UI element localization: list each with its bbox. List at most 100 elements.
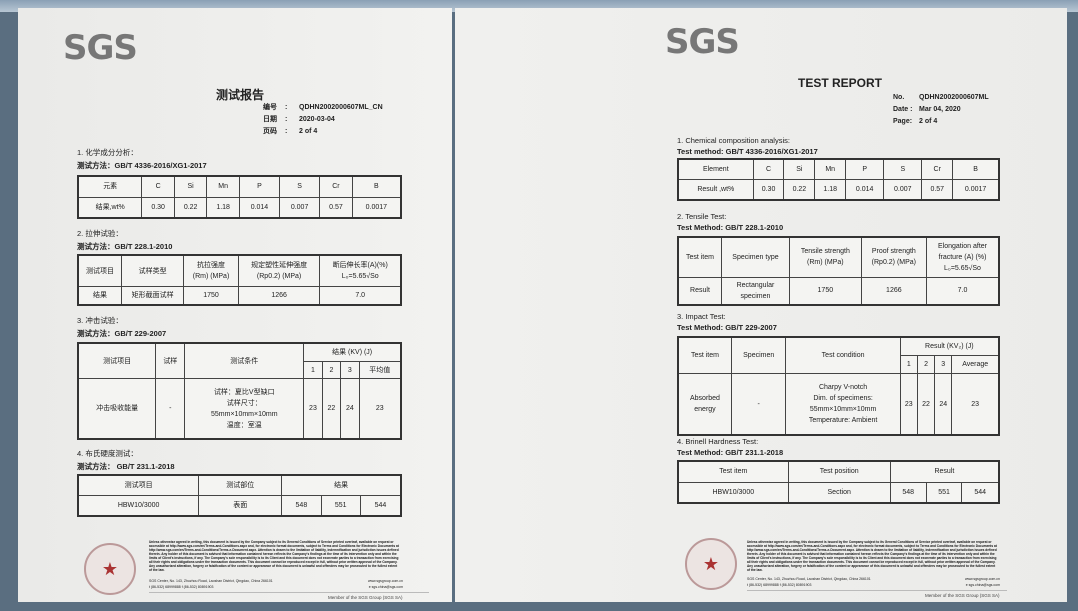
table-cell: 3 (934, 355, 953, 375)
table-row: Test item Specimen type Tensile strength (… (677, 236, 1000, 278)
table-cell: HBW10/3000 (77, 495, 200, 517)
table-cell: 矩形截面试样 (121, 286, 185, 306)
header-cell: Tensile strength (Rm) (MPa) (788, 236, 862, 278)
header-cell: Result (889, 460, 1000, 483)
table-cell: 0.30 (141, 196, 175, 219)
meta-value: 2 of 4 (299, 128, 318, 135)
table-cell: Absorbed energy (677, 373, 732, 436)
chinese-report-page: SGS 测试报告 编号: QDHN2002000607ML_CN 日期:2020-… (18, 8, 452, 602)
header-cell: Test item (677, 336, 732, 375)
meta-value: QDHN2002000607ML (919, 94, 989, 101)
meta-label: 日期 (263, 116, 277, 123)
table-cell: 0.30 (752, 179, 785, 201)
header-cell: 元素 (77, 175, 143, 198)
meta-value: 2 of 4 (919, 118, 938, 125)
address-line: SGS Center, No. 143, Zhuzhou Road, Laosh… (747, 577, 871, 581)
hardness-table: Test item Test position Result HBW10/3000 Se… (677, 460, 1000, 504)
table-cell: 3 (340, 360, 360, 380)
header-cell: S (279, 175, 321, 198)
table-cell: - (155, 378, 186, 440)
header-cell: Element (677, 158, 754, 180)
table-cell: 23 (951, 373, 1000, 436)
impact-table: Test item Specimen Test condition Result (K… (677, 336, 1000, 436)
member-line: Member of the SGS Group (SGS SA) (925, 593, 1000, 598)
table-row: Test item Test position Result (677, 460, 1000, 483)
test-method: 测试方法：GB/T 4336-2016/XG1-2017 (77, 161, 207, 170)
table-row: 冲击吸收能量 - 试样：夏比V型缺口 试样尺寸： 55mm×10mm×10mm 温度… (77, 378, 402, 440)
table-row: 结果,wt% 0.30 0.22 1.18 0.014 0.007 0.57 0.0017 (77, 196, 402, 219)
table-cell: 22 (321, 378, 342, 440)
phone-line: t (86-532) 68999888 f (86-532) 80891903 (149, 585, 214, 589)
divider (747, 590, 1007, 591)
header-cell: C (141, 175, 175, 198)
web-line: www.sgsgroup.com.cn (964, 577, 1000, 581)
header-cell: P (238, 175, 281, 198)
disclaimer: Unless otherwise agreed in writing, this… (747, 540, 997, 572)
table-cell: Charpy V-notch Dim. of specimens: 55mm×1… (785, 373, 901, 436)
header-cell: Test item (677, 236, 722, 278)
table-cell: HBW10/3000 (677, 481, 789, 504)
web-line: www.sgsgroup.com.cn (367, 579, 403, 583)
contact: www.sgsgroup.com.cn e sgs.china@sgs.com (950, 576, 1000, 588)
header-cell: C (752, 158, 785, 180)
sgs-stamp: ★ (685, 538, 737, 590)
header-cell: B (351, 175, 402, 198)
table-cell: 7.0 (319, 286, 402, 306)
table-cell: 23 (303, 378, 323, 440)
header-cell: Test item (677, 460, 789, 483)
header-cell: 结果 (KV) (J) (303, 342, 402, 362)
header-cell: 测试部位 (198, 474, 283, 496)
header-cell: Test position (787, 460, 891, 483)
tensile-table: 测试项目 试样类型 抗拉强度 (Rm) (MPa) 规定塑性延伸强度 (Rp0.2) … (77, 254, 402, 306)
address: SGS Center, No. 143, Zhuzhou Road, Laosh… (747, 576, 871, 588)
table-cell: 1.18 (814, 179, 847, 201)
email-line: e sgs.china@sgs.com (368, 585, 403, 589)
table-cell: 0.0017 (952, 179, 1000, 201)
disclaimer: Unless otherwise agreed in writing, this… (149, 540, 399, 572)
table-cell: 548 (281, 495, 322, 517)
header-cell: 测试项目 (77, 254, 123, 288)
table-cell: 0.57 (319, 196, 353, 219)
table-cell: Rectangular specimen (720, 276, 790, 306)
table-cell: 0.22 (783, 179, 816, 201)
tensile-table: Test item Specimen type Tensile strength (… (677, 236, 1000, 306)
section-heading: 2. Tensile Test: (677, 212, 727, 221)
table-row: Element C Si Mn P S Cr B (677, 158, 1000, 180)
sgs-logo: SGS (665, 22, 740, 62)
header-cell: 测试项目 (77, 342, 157, 380)
section-heading: 1. Chemical composition analysis: (677, 136, 790, 145)
star-icon: ★ (101, 558, 119, 579)
email-line: e sgs.china@sgs.com (965, 583, 1000, 587)
test-method: Test Method: GB/T 231.1-2018 (677, 448, 784, 457)
table-cell: 23 (358, 378, 402, 440)
test-method: 测试方法：GB/T 229-2007 (77, 329, 167, 338)
report-title: TEST REPORT (798, 76, 883, 90)
header-cell: 测试条件 (184, 342, 305, 380)
table-cell: 0.007 (279, 196, 321, 219)
section-heading: 1. 化学成分分析： (77, 148, 138, 157)
table-cell: 1266 (860, 276, 927, 306)
address: SGS Center, No. 143, Zhuzhou Road, Laosh… (149, 578, 273, 590)
divider (149, 592, 429, 593)
table-cell: 2 (916, 355, 936, 375)
report-meta: 编号: QDHN2002000607ML_CN 日期:2020-03-04 页码:… (263, 102, 383, 138)
table-cell: 544 (359, 495, 402, 517)
meta-value: 2020-03-04 (299, 116, 335, 123)
header-cell: Specimen type (720, 236, 790, 278)
header-cell: Si (173, 175, 208, 198)
table-cell: 24 (340, 378, 360, 440)
meta-label: 编号 (263, 104, 277, 111)
test-method: 测试方法： GB/T 231.1-2018 (77, 462, 175, 471)
table-cell: 平均值 (358, 360, 402, 380)
table-cell: 1750 (183, 286, 239, 306)
contact: www.sgsgroup.com.cn e sgs.china@sgs.com (363, 578, 403, 590)
table-cell: 0.007 (883, 179, 923, 201)
hardness-table: 测试项目 测试部位 结果 HBW10/3000 表面 548 551 544 (77, 474, 402, 517)
header-cell: 试样类型 (121, 254, 185, 288)
header-cell: 抗拉强度 (Rm) (MPa) (183, 254, 239, 288)
table-cell: 0.57 (921, 179, 954, 201)
table-row: Result ,wt% 0.30 0.22 1.18 0.014 0.007 0.57 0.0… (677, 179, 1000, 201)
table-cell: 0.22 (173, 196, 208, 219)
table-cell: 551 (925, 481, 963, 504)
test-method: Test Method: GB/T 229-2007 (677, 323, 777, 332)
